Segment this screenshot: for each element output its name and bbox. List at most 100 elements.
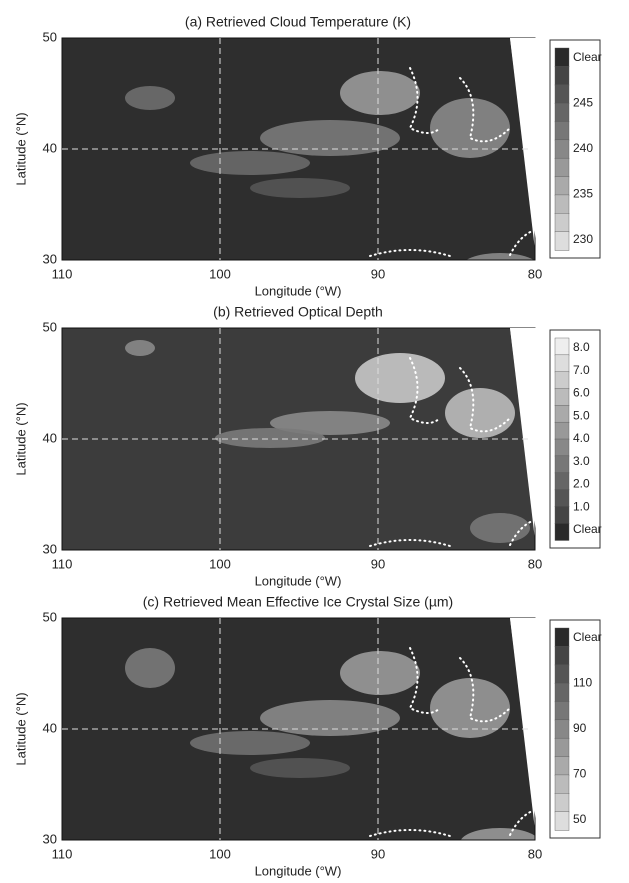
colorbar-label: 110 [573, 676, 592, 690]
colorbar-label: 70 [573, 767, 587, 781]
panel-title: (a) Retrieved Cloud Temperature (K) [185, 14, 411, 30]
colorbar-label: 245 [573, 96, 593, 110]
colorbar-swatch [554, 455, 570, 474]
x-tick-label: 100 [209, 266, 231, 281]
y-tick-label: 40 [43, 720, 57, 735]
cloud-region [430, 98, 510, 158]
panel-title: (c) Retrieved Mean Effective Ice Crystal… [143, 594, 453, 610]
y-axis-label: Latitude (°N) [13, 112, 28, 185]
x-tick-label: 80 [528, 846, 542, 861]
cloud-region [190, 151, 310, 175]
panel-title: (b) Retrieved Optical Depth [213, 304, 383, 320]
colorbar-label: 7.0 [573, 363, 590, 377]
map [62, 38, 535, 260]
colorbar-label: Clear [573, 50, 602, 64]
colorbar-label: 2.0 [573, 477, 590, 491]
cloud-region [125, 340, 155, 356]
cloud-region [250, 178, 350, 198]
colorbar-label: 8.0 [573, 340, 590, 354]
y-tick-label: 30 [43, 541, 57, 556]
x-tick-label: 90 [371, 266, 385, 281]
colorbar-label: 50 [573, 812, 587, 826]
colorbar-swatch [554, 701, 570, 721]
cloud-region [430, 678, 510, 738]
cloud-region [260, 700, 400, 736]
colorbar-frame [549, 619, 601, 839]
colorbar-frame [549, 329, 601, 549]
x-axis-label: Longitude (°W) [255, 573, 342, 588]
edge [510, 38, 537, 250]
colorbar-swatch [554, 719, 570, 739]
colorbar-swatch [554, 438, 570, 457]
colorbar-swatch [554, 793, 570, 813]
cloud-region [340, 71, 420, 115]
colorbar-swatch [554, 472, 570, 491]
colorbar-swatch [554, 213, 570, 233]
panel: (c) Retrieved Mean Effective Ice Crystal… [13, 594, 601, 879]
colorbar-swatch [554, 489, 570, 508]
colorbar-swatch [554, 102, 570, 123]
colorbar-swatch [554, 405, 570, 423]
colorbar-swatch [554, 47, 570, 68]
colorbar-label: 5.0 [573, 408, 590, 422]
x-tick-label: 110 [52, 846, 73, 861]
edge [510, 328, 537, 540]
colorbar-swatch [554, 811, 570, 831]
edge [510, 618, 537, 830]
cloud-region [215, 428, 325, 448]
colorbar-frame [549, 39, 601, 259]
y-tick-label: 50 [43, 319, 57, 334]
y-tick-label: 30 [43, 251, 57, 266]
x-tick-label: 110 [52, 266, 73, 281]
cloud-region [270, 411, 390, 435]
x-tick-label: 80 [528, 556, 542, 571]
x-tick-label: 110 [52, 556, 73, 571]
cloud-region [445, 388, 515, 438]
colorbar-label: 240 [573, 141, 593, 155]
colorbar-swatch [554, 664, 570, 684]
x-axis-label: Longitude (°W) [255, 283, 342, 298]
colorbar-swatch [554, 682, 570, 703]
colorbar-swatch [554, 737, 570, 758]
y-tick-label: 50 [43, 29, 57, 44]
y-tick-label: 30 [43, 831, 57, 846]
colorbar-swatch [554, 627, 570, 648]
colorbar-swatch [554, 646, 570, 666]
y-tick-label: 50 [43, 609, 57, 624]
colorbar-swatch [554, 337, 570, 356]
y-axis-label: Latitude (°N) [13, 692, 28, 765]
colorbar-label: 235 [573, 187, 593, 201]
colorbar-label: 3.0 [573, 454, 590, 468]
colorbar-label: Clear [573, 630, 602, 644]
colorbar-swatch [554, 194, 570, 214]
x-tick-label: 90 [371, 556, 385, 571]
cloud-region [250, 758, 350, 778]
colorbar-swatch [554, 354, 570, 373]
colorbar-swatch [554, 176, 570, 196]
colorbar-swatch [554, 231, 570, 251]
colorbar-label: 1.0 [573, 499, 590, 513]
colorbar-swatch [554, 66, 570, 86]
cloud-region [190, 731, 310, 755]
cloud-region [260, 120, 400, 156]
x-tick-label: 80 [528, 266, 542, 281]
cloud-region [125, 648, 175, 688]
colorbar-swatch [554, 506, 570, 524]
cloud-region [340, 651, 420, 695]
panel: (b) Retrieved Optical Depth 110 100 90 80 50 4… [13, 304, 601, 589]
cloud-region [355, 353, 445, 403]
colorbar-swatch [554, 421, 570, 440]
colorbar-swatch [554, 139, 570, 159]
colorbar-swatch [554, 756, 570, 776]
y-tick-label: 40 [43, 430, 57, 445]
x-tick-label: 100 [209, 556, 231, 571]
colorbar-label: 6.0 [573, 386, 590, 400]
cloud-region [460, 828, 535, 840]
panel: (a) Retrieved Cloud Temperature (K) 110 10… [13, 14, 601, 299]
cloud-region [125, 86, 175, 110]
colorbar-swatch [554, 371, 570, 390]
y-tick-label: 40 [43, 140, 57, 155]
x-axis-label: Longitude (°W) [255, 863, 342, 878]
colorbar-swatch [554, 774, 570, 794]
